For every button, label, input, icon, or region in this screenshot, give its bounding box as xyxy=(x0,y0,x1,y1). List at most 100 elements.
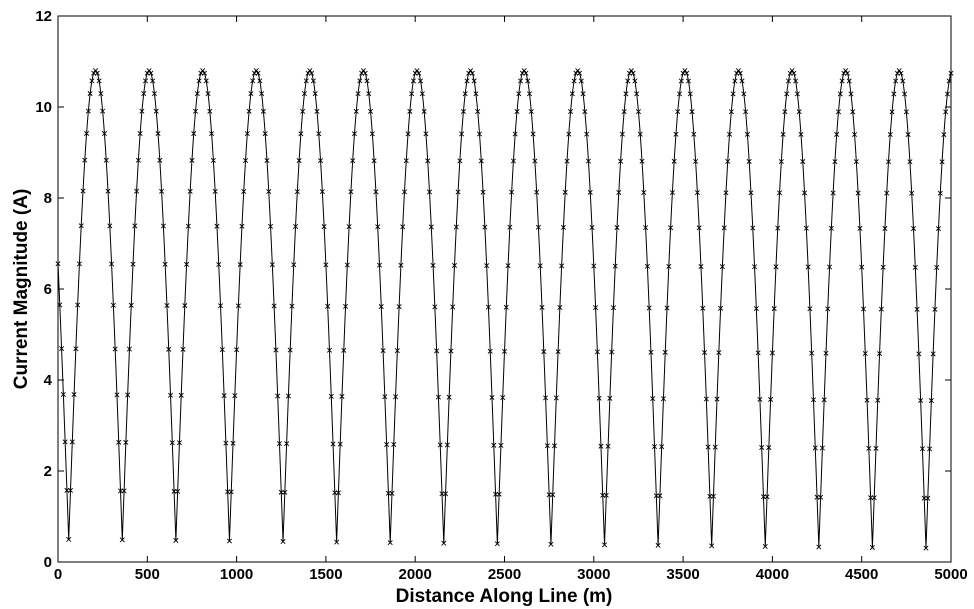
data-point-marker xyxy=(110,302,116,308)
data-point-marker xyxy=(648,349,654,355)
data-point-marker xyxy=(185,223,191,229)
data-point-marker xyxy=(214,223,220,229)
data-point-marker xyxy=(719,264,725,270)
data-point-marker xyxy=(864,397,870,403)
data-point-marker xyxy=(569,91,575,97)
data-point-marker xyxy=(853,159,859,165)
data-point-marker xyxy=(339,393,345,399)
data-point-marker xyxy=(893,78,899,84)
data-point-marker xyxy=(239,223,245,229)
data-point-marker xyxy=(364,78,370,84)
data-point-marker xyxy=(639,158,645,164)
data-point-marker xyxy=(627,70,633,76)
data-point-marker xyxy=(712,444,718,450)
data-point-marker xyxy=(234,347,240,353)
data-point-marker xyxy=(157,157,163,163)
data-point-marker xyxy=(614,225,620,231)
x-axis-ticks: 0 500 1000 1500 2000 2500 3000 3500 4000 4500 5000 xyxy=(54,16,968,583)
data-point-marker xyxy=(510,158,516,164)
data-point-marker xyxy=(82,157,88,163)
data-point-marker xyxy=(109,261,115,267)
data-point-marker xyxy=(944,91,950,97)
data-point-marker xyxy=(560,224,566,230)
y-tick-label: 10 xyxy=(35,99,52,116)
data-point-marker xyxy=(376,262,382,268)
data-point-marker xyxy=(455,189,461,195)
data-point-marker xyxy=(603,492,609,498)
data-point-marker xyxy=(294,189,300,195)
data-point-marker xyxy=(135,157,141,163)
data-point-marker xyxy=(771,306,777,312)
data-point-marker xyxy=(334,539,340,545)
data-point-marker xyxy=(335,490,341,496)
data-point-marker xyxy=(151,91,157,97)
data-point-marker xyxy=(314,108,320,114)
data-point-marker xyxy=(671,158,677,164)
data-point-marker xyxy=(150,78,156,84)
data-point-marker xyxy=(482,224,488,230)
data-point-marker xyxy=(246,108,252,114)
data-point-marker xyxy=(498,442,504,448)
data-point-marker xyxy=(680,70,686,76)
data-point-marker xyxy=(601,542,608,548)
data-point-marker xyxy=(753,305,759,312)
data-point-marker xyxy=(594,349,600,355)
data-point-marker xyxy=(155,131,161,137)
data-point-marker xyxy=(748,190,754,196)
data-point-marker xyxy=(932,306,938,312)
data-point-marker xyxy=(787,70,793,76)
data-point-marker xyxy=(635,109,641,115)
data-point-marker xyxy=(432,304,438,310)
data-point-marker xyxy=(114,392,120,398)
data-point-marker xyxy=(819,445,825,451)
data-point-marker xyxy=(943,109,949,115)
data-point-marker xyxy=(159,188,165,194)
x-tick-label: 5000 xyxy=(934,566,967,583)
data-point-marker xyxy=(460,108,466,114)
data-point-marker xyxy=(193,108,199,114)
data-point-marker xyxy=(777,190,783,196)
data-point-marker xyxy=(393,394,399,400)
data-point-marker xyxy=(450,304,456,310)
data-point-marker xyxy=(584,131,590,137)
data-point-marker xyxy=(728,109,734,115)
data-point-marker xyxy=(735,68,741,74)
data-point-marker xyxy=(321,224,327,230)
plot-area xyxy=(57,15,952,563)
data-point-marker xyxy=(259,91,265,97)
data-point-marker xyxy=(848,91,854,97)
data-point-marker xyxy=(589,224,595,230)
data-point-marker xyxy=(880,264,886,270)
data-point-marker xyxy=(180,346,186,352)
data-point-marker xyxy=(271,303,277,309)
data-point-marker xyxy=(941,132,947,138)
y-tick-label: 2 xyxy=(44,463,52,480)
data-point-marker xyxy=(896,68,902,74)
data-point-marker xyxy=(243,157,249,163)
data-point-marker xyxy=(660,396,666,402)
data-point-marker xyxy=(303,78,309,84)
data-point-marker xyxy=(128,302,134,308)
data-point-marker xyxy=(496,491,502,497)
data-point-marker xyxy=(105,188,111,194)
data-point-marker xyxy=(757,396,763,402)
data-point-marker xyxy=(235,303,241,309)
data-point-marker xyxy=(821,397,827,403)
data-point-marker xyxy=(702,350,708,356)
data-point-marker xyxy=(78,223,84,229)
data-point-marker xyxy=(355,91,361,97)
data-point-marker xyxy=(293,223,299,229)
data-point-marker xyxy=(153,108,159,114)
data-point-marker xyxy=(555,349,561,355)
data-point-marker xyxy=(121,488,127,494)
data-point-marker xyxy=(894,70,900,76)
data-point-marker xyxy=(210,157,216,163)
data-point-marker xyxy=(507,224,513,230)
data-point-marker xyxy=(325,303,331,309)
data-point-marker xyxy=(541,349,547,355)
data-point-marker xyxy=(343,303,349,309)
data-point-marker xyxy=(264,157,270,164)
data-point-marker xyxy=(476,131,483,137)
data-point-marker xyxy=(550,492,556,498)
